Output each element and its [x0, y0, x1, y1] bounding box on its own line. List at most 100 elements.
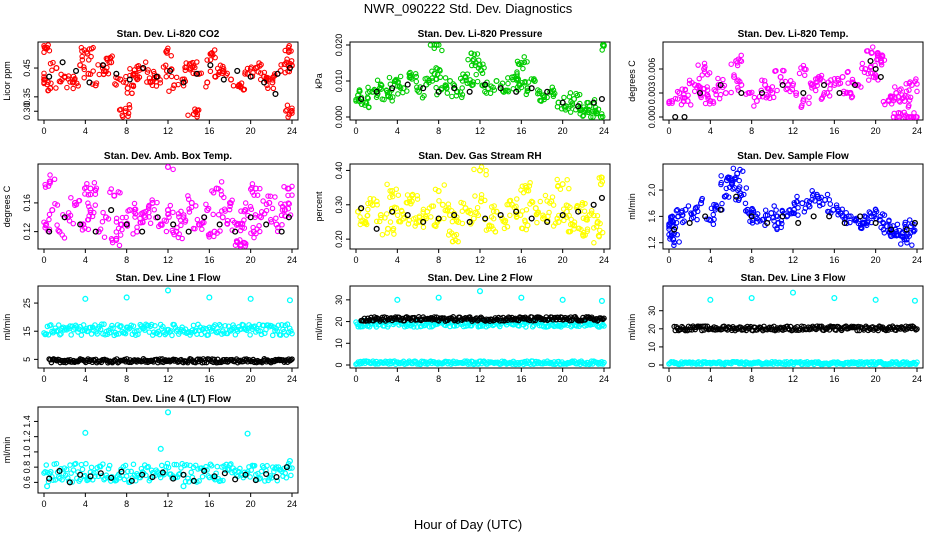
data-point [158, 222, 164, 228]
data-point [897, 110, 904, 116]
data-point [901, 109, 907, 116]
data-point [887, 223, 893, 229]
data-point [79, 48, 85, 54]
data-point [421, 92, 427, 99]
data-point [474, 51, 481, 57]
data-point [42, 184, 49, 190]
data-point [54, 222, 60, 228]
x-tick-label: 4 [83, 255, 88, 265]
y-tick-label: 0.35 [22, 88, 32, 106]
data-point [242, 200, 249, 206]
data-point [722, 193, 728, 200]
data-point [129, 90, 135, 97]
data-point [247, 66, 254, 72]
data-point [520, 65, 526, 72]
panel-0: Stan. Dev. Li-820 CO2 Licor ppm 0 4 8 12 16 20 2… [2, 29, 299, 136]
data-point [599, 113, 606, 120]
data-point [442, 82, 449, 88]
data-point [185, 196, 192, 203]
data-point [471, 166, 477, 173]
data-point [826, 196, 833, 203]
x-tick-label: 24 [287, 126, 297, 136]
data-point [237, 358, 243, 365]
data-point [749, 89, 755, 96]
data-point [190, 322, 197, 329]
data-point [258, 331, 265, 338]
data-point [737, 166, 743, 173]
data-point [122, 462, 129, 469]
data-point [711, 87, 717, 93]
data-point [124, 468, 131, 475]
data-point [499, 317, 505, 324]
data-point [234, 67, 241, 74]
data-point [738, 192, 745, 199]
data-point [180, 82, 187, 89]
data-point [695, 83, 702, 89]
data-point [144, 79, 150, 85]
y-tick-label: 30 [647, 306, 657, 316]
data-point [673, 207, 680, 214]
data-point [220, 477, 226, 484]
data-point [405, 221, 412, 227]
data-point [886, 218, 892, 224]
data-point [453, 217, 460, 223]
figure-title: NWR_090222 Std. Dev. Diagnostics [363, 1, 573, 16]
data-point [182, 219, 188, 225]
data-point [716, 95, 723, 102]
y-axis-label: Licor ppm [2, 61, 12, 101]
data-point [279, 222, 285, 228]
data-point [763, 94, 769, 101]
data-point [263, 221, 270, 228]
x-tick-label: 0 [41, 499, 46, 509]
data-point [393, 186, 399, 192]
data-point [804, 197, 810, 204]
data-point [710, 211, 716, 218]
data-point [88, 464, 95, 471]
data-point [207, 68, 214, 75]
data-point [285, 192, 291, 199]
y-tick-label: 0.003 [647, 82, 657, 105]
data-point [859, 60, 866, 67]
data-point [601, 359, 607, 366]
data-point [844, 69, 851, 76]
data-point [220, 76, 227, 83]
data-point [455, 238, 461, 245]
data-point [888, 226, 895, 233]
data-point [734, 62, 741, 69]
data-point [394, 83, 401, 89]
data-point [872, 74, 879, 81]
data-point [518, 225, 525, 231]
data-point [358, 205, 365, 212]
data-point [685, 203, 692, 209]
data-point [845, 68, 851, 75]
data-point [166, 214, 172, 220]
data-point [887, 229, 893, 236]
data-point [150, 68, 157, 75]
data-point [173, 74, 180, 81]
data-point [178, 222, 184, 229]
data-point [798, 65, 804, 71]
data-point [149, 82, 156, 89]
data-point [165, 464, 172, 471]
data-point [211, 473, 218, 480]
y-tick-label: 0.000 [647, 106, 657, 129]
data-point [575, 208, 582, 215]
data-point [833, 202, 840, 208]
data-point [742, 208, 749, 214]
x-tick-label: 24 [599, 374, 609, 384]
data-point [387, 188, 393, 194]
data-point [284, 107, 290, 113]
data-point [54, 327, 61, 334]
data-point [899, 92, 905, 98]
data-point [123, 294, 130, 301]
data-point [398, 207, 405, 214]
x-tick-label: 16 [516, 126, 526, 136]
data-point [911, 219, 918, 227]
data-point [446, 77, 454, 85]
data-point [113, 219, 120, 225]
data-point [439, 47, 445, 54]
data-point [123, 214, 129, 221]
data-point [407, 196, 413, 202]
data-point [909, 242, 915, 248]
